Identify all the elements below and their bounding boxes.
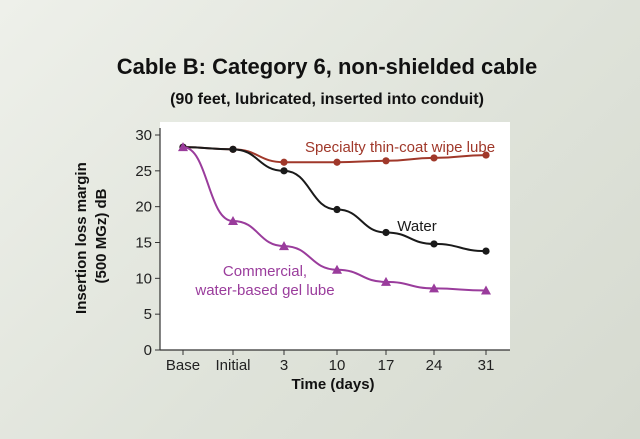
data-point: [482, 247, 490, 255]
data-point: [333, 158, 341, 166]
data-point: [229, 145, 237, 153]
x-tick-label: 17: [378, 357, 395, 374]
series-label: Water: [397, 218, 436, 235]
x-axis-label: Time (days): [291, 376, 374, 393]
series-labels: Specialty thin-coat wipe lube Water Commer…: [194, 139, 495, 299]
x-tick-label: 31: [478, 357, 495, 374]
chart-subtitle: (90 feet, lubricated, inserted into cond…: [170, 91, 484, 108]
data-point: [280, 158, 288, 166]
y-tick-label: 0: [144, 342, 152, 359]
series-label: Specialty thin-coat wipe lube: [305, 139, 495, 156]
data-point: [332, 264, 342, 274]
series-layer: [178, 142, 491, 295]
y-tick-label: 15: [135, 235, 152, 252]
data-point: [381, 276, 391, 286]
data-point: [382, 157, 390, 165]
x-tick-label: Initial: [215, 357, 250, 374]
chart-title: Cable B: Category 6, non-shielded cable: [117, 54, 538, 79]
y-tick-label: 5: [144, 306, 152, 323]
x-axis-ticks: Base Initial 3 10 17 24 31: [166, 350, 494, 374]
y-axis-label-line-1: Insertion loss margin: [73, 162, 90, 314]
x-tick-label: Base: [166, 357, 200, 374]
data-point: [382, 228, 390, 237]
data-point: [280, 167, 288, 175]
data-point: [333, 205, 341, 214]
data-point: [430, 240, 438, 248]
x-tick-label: 3: [280, 357, 288, 374]
y-tick-label: 30: [135, 127, 152, 144]
y-axis-ticks: 0 5 10 15 20 25 30: [135, 127, 160, 359]
data-point: [481, 285, 491, 295]
series-1: [179, 143, 490, 255]
y-tick-label: 10: [135, 270, 152, 287]
data-point: [279, 241, 289, 251]
data-point: [178, 142, 188, 152]
y-tick-label: 25: [135, 163, 152, 180]
data-point: [482, 151, 490, 159]
series-label: water-based gel lube: [194, 282, 334, 299]
y-axis-label: Insertion loss margin (500 MGz) dB: [73, 158, 110, 314]
data-point: [429, 283, 439, 293]
data-point: [430, 154, 438, 162]
x-tick-label: 24: [426, 357, 443, 374]
series-label: Commercial,: [223, 263, 307, 280]
x-tick-label: 10: [329, 357, 346, 374]
series-2: [178, 142, 491, 295]
y-axis-label-line-2: (500 MGz) dB: [93, 188, 110, 283]
data-point: [228, 216, 238, 225]
axes: [159, 128, 510, 351]
y-tick-label: 20: [135, 199, 152, 216]
